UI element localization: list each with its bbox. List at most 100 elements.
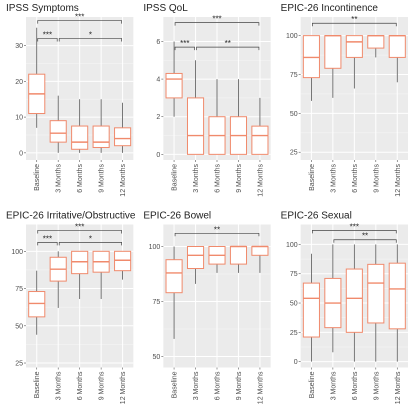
y-tick-label: 50 <box>290 301 298 308</box>
box <box>186 97 205 155</box>
y-tick-label: 10 <box>15 115 23 122</box>
x-tick-label: 9 Months <box>373 164 380 193</box>
x-tick-label: Baseline <box>172 164 179 191</box>
panel-title: IPSS Symptoms <box>6 3 79 14</box>
panel-title: EPIC-26 Sexual <box>281 211 352 222</box>
significance-label: ** <box>362 232 368 241</box>
y-tick-label: 75 <box>153 299 161 306</box>
panel: IPSS Symptoms 0 10 20 30 Baseline 3 Months 6 Mo… <box>6 3 134 197</box>
panel: EPIC-26 Irritative/Obstructive 25 50 75 100 B… <box>6 211 136 405</box>
x-tick-label: 3 Months <box>193 371 200 400</box>
y-tick-label: 50 <box>290 111 298 118</box>
x-tick-label: 12 Months <box>120 164 127 197</box>
box <box>165 259 183 294</box>
significance-label: ** <box>351 15 357 24</box>
x-tick-label: Baseline <box>309 371 316 398</box>
significance-label: *** <box>75 13 84 22</box>
x-tick-label: 12 Months <box>395 164 402 197</box>
panel-title: EPIC-26 Bowel <box>143 211 211 222</box>
x-tick-label: 3 Months <box>330 164 337 193</box>
significance-label: * <box>89 234 92 243</box>
box <box>388 35 406 58</box>
x-tick-label: 12 Months <box>395 371 402 404</box>
y-tick-label: 75 <box>290 72 298 79</box>
significance-label: *** <box>180 39 189 48</box>
y-tick-label: 75 <box>15 286 23 293</box>
significance-label: *** <box>75 222 84 231</box>
x-tick-label: 6 Months <box>352 164 359 193</box>
x-tick-label: 9 Months <box>99 371 106 400</box>
x-tick-label: Baseline <box>34 371 41 398</box>
y-tick-label: 100 <box>286 242 298 249</box>
y-tick-label: 6 <box>156 39 160 46</box>
significance-bracket <box>58 38 122 42</box>
box <box>71 250 89 275</box>
y-tick-label: 25 <box>290 330 298 337</box>
y-tick-label: 100 <box>11 249 23 256</box>
x-tick-label: Baseline <box>172 371 179 398</box>
x-tick-label: 6 Months <box>215 371 222 400</box>
y-tick-label: 100 <box>286 33 298 40</box>
x-tick-label: 6 Months <box>215 164 222 193</box>
significance-bracket <box>58 242 122 246</box>
panel-title: IPSS QoL <box>143 3 188 14</box>
x-tick-label: 3 Months <box>56 164 63 193</box>
significance-bracket <box>196 46 260 51</box>
y-tick-label: 30 <box>15 43 23 50</box>
significance-bracket <box>174 46 195 51</box>
panel-title: EPIC-26 Irritative/Obstructive <box>6 211 136 222</box>
box <box>28 291 46 318</box>
significance-bracket <box>37 38 58 42</box>
significance-label: *** <box>43 30 52 39</box>
box <box>324 35 342 69</box>
y-tick-label: 20 <box>15 79 23 86</box>
x-tick-label: Baseline <box>34 164 41 191</box>
x-tick-label: 9 Months <box>236 164 243 193</box>
y-tick-label: 25 <box>290 150 298 157</box>
significance-label: *** <box>43 234 52 243</box>
significance-bracket <box>37 230 122 234</box>
significance-label: ** <box>214 225 220 234</box>
x-tick-label: 9 Months <box>99 164 106 193</box>
box <box>345 35 363 58</box>
x-tick-label: 3 Months <box>56 371 63 400</box>
significance-bracket <box>37 242 58 246</box>
y-tick-label: 100 <box>149 244 161 251</box>
box <box>92 125 110 148</box>
significance-bracket <box>333 239 397 243</box>
x-tick-label: Baseline <box>309 164 316 191</box>
box <box>186 246 205 269</box>
panel: IPSS QoL 0 2 4 6 Baseline 3 Months 6 Months 9 Mo… <box>143 3 271 197</box>
significance-label: ** <box>225 39 231 48</box>
box <box>251 125 269 155</box>
box <box>229 246 248 265</box>
x-tick-label: 6 Months <box>352 371 359 400</box>
significance-label: * <box>89 30 92 39</box>
panel: EPIC-26 Bowel 50 75 100 Baseline 3 Months 6 Mo… <box>143 211 271 404</box>
significance-bracket <box>312 22 397 27</box>
y-tick-label: 75 <box>290 271 298 278</box>
significance-bracket <box>174 22 260 26</box>
y-tick-label: 4 <box>156 77 160 84</box>
box <box>302 282 320 338</box>
panel: EPIC-26 Sexual 0 25 50 75 100 Baseline 3 Months… <box>281 211 408 404</box>
y-tick-label: 50 <box>153 354 161 361</box>
y-tick-label: 50 <box>15 323 23 330</box>
x-tick-label: 12 Months <box>120 371 127 404</box>
significance-bracket <box>174 232 260 237</box>
y-tick-label: 0 <box>294 359 298 366</box>
x-tick-label: 9 Months <box>236 371 243 400</box>
box <box>345 268 363 333</box>
box <box>165 72 183 99</box>
x-tick-label: 3 Months <box>330 371 337 400</box>
x-tick-label: 6 Months <box>77 164 84 193</box>
y-tick-label: 2 <box>156 114 160 121</box>
box <box>302 35 320 79</box>
x-tick-label: 12 Months <box>257 371 264 404</box>
y-tick-label: 25 <box>15 361 23 368</box>
significance-bracket <box>37 20 122 24</box>
box <box>367 263 385 324</box>
x-tick-label: 9 Months <box>373 371 380 400</box>
y-tick-label: 0 <box>156 152 160 159</box>
